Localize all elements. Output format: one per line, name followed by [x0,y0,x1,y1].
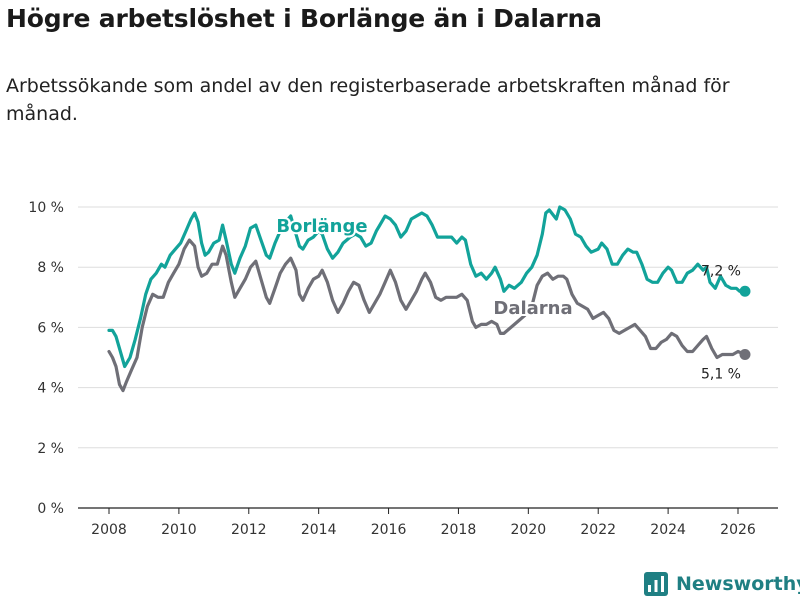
brand-name: Newsworthy [676,573,800,595]
series-lines [107,205,751,393]
y-axis-tick-labels: 0 % 2 % 4 % 6 % 8 % 10 % [28,200,64,517]
y-tick-label: 4 % [37,381,64,397]
end-value-label: 7,2 % [701,263,741,279]
series-name-label: Borlänge [276,216,367,237]
end-point-dalarna [739,348,751,360]
x-tick-label: 2020 [511,522,547,538]
x-axis [78,507,778,514]
x-tick-label: 2016 [371,522,407,538]
x-tick-label: 2012 [231,522,267,538]
y-tick-label: 10 % [28,200,64,216]
gridlines [78,206,778,449]
series-line-dalarna [107,238,747,393]
bar-chart-logo-icon [644,572,668,596]
chart-title: Högre arbetslöshet i Borlänge än i Dalar… [6,4,602,33]
x-tick-label: 2008 [91,522,127,538]
end-value-label: 5,1 % [701,366,741,382]
x-tick-label: 2022 [580,522,616,538]
series-name-label: Dalarna [493,298,572,319]
y-tick-label: 0 % [37,501,64,517]
brand-logo: Newsworthy [644,570,800,598]
x-tick-label: 2018 [441,522,477,538]
y-tick-label: 2 % [37,441,64,457]
x-tick-label: 2014 [301,522,337,538]
y-tick-label: 8 % [37,260,64,276]
end-point-borlänge [739,285,751,297]
x-tick-label: 2026 [720,522,756,538]
series-line-borlänge [107,205,747,369]
y-tick-label: 6 % [37,320,64,336]
series-labels: Dalarna 5,1 % Borlänge 7,2 % [274,214,741,382]
x-axis-tick-labels: 2008 2010 2012 2014 2016 2018 2020 2022 2024 2026 [91,522,756,538]
x-tick-label: 2024 [650,522,686,538]
chart-subtitle: Arbetssökande som andel av den registerb… [6,75,730,125]
x-tick-label: 2010 [161,522,197,538]
